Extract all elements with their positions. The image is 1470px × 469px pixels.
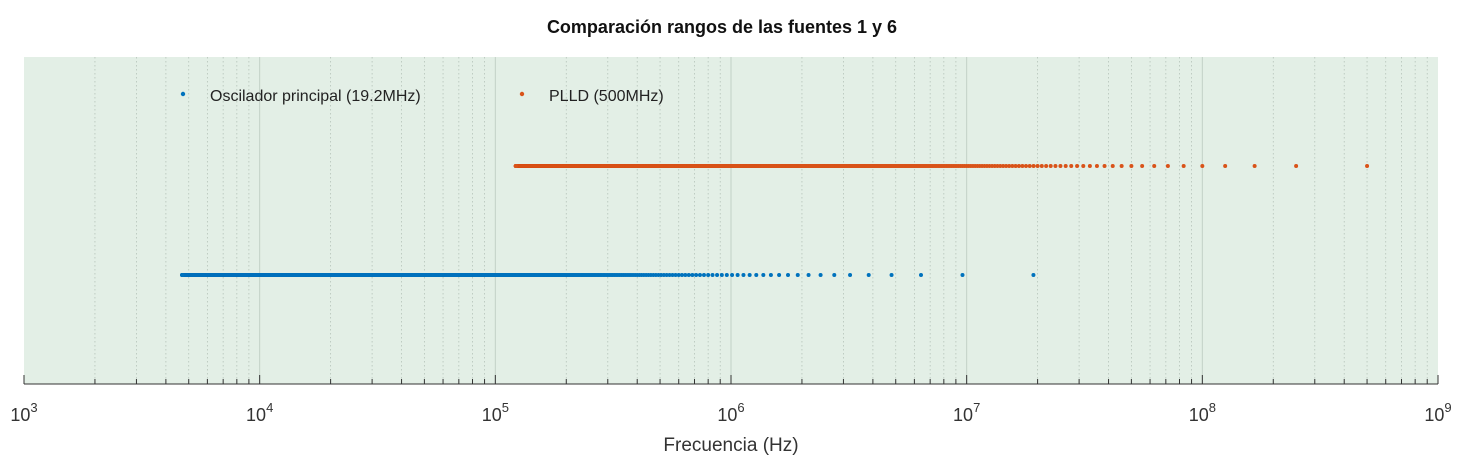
data-point-series-1 xyxy=(795,273,800,277)
data-point-series-2 xyxy=(1200,164,1205,168)
data-point-series-1 xyxy=(786,273,791,277)
data-point-series-2 xyxy=(1102,164,1107,168)
data-point-series-1 xyxy=(664,273,669,277)
data-point-series-2 xyxy=(1048,164,1053,168)
data-point-series-1 xyxy=(686,273,691,277)
data-point-series-2 xyxy=(1063,164,1068,168)
data-point-series-1 xyxy=(1031,273,1036,277)
data-point-series-1 xyxy=(818,273,823,277)
data-point-series-2 xyxy=(1152,164,1157,168)
data-point-series-1 xyxy=(667,273,672,277)
data-point-series-2 xyxy=(1075,164,1080,168)
data-point-series-2 xyxy=(1110,164,1115,168)
data-point-series-1 xyxy=(670,273,675,277)
data-point-series-1 xyxy=(690,273,695,277)
data-point-series-2 xyxy=(1027,164,1032,168)
data-point-series-2 xyxy=(1031,164,1036,168)
data-point-series-2 xyxy=(1129,164,1134,168)
data-point-series-1 xyxy=(761,273,766,277)
data-point-series-2 xyxy=(1039,164,1044,168)
data-point-series-1 xyxy=(673,273,678,277)
data-point-series-2 xyxy=(1294,164,1299,168)
data-point-series-1 xyxy=(180,273,185,277)
chart-title: Comparación rangos de las fuentes 1 y 6 xyxy=(547,17,897,37)
data-point-series-2 xyxy=(1020,164,1025,168)
data-point-series-2 xyxy=(1181,164,1186,168)
data-point-series-1 xyxy=(715,273,720,277)
data-point-series-1 xyxy=(730,273,735,277)
data-points xyxy=(180,164,1370,277)
data-point-series-1 xyxy=(889,273,894,277)
data-point-series-1 xyxy=(735,273,740,277)
data-point-series-1 xyxy=(710,273,715,277)
data-point-series-2 xyxy=(1044,164,1049,168)
data-point-series-1 xyxy=(848,273,853,277)
data-point-series-1 xyxy=(676,273,681,277)
data-point-series-1 xyxy=(866,273,871,277)
data-point-series-1 xyxy=(777,273,782,277)
data-point-series-2 xyxy=(1140,164,1145,168)
data-point-series-1 xyxy=(701,273,706,277)
data-point-series-2 xyxy=(1365,164,1370,168)
data-point-series-2 xyxy=(1081,164,1086,168)
data-point-series-1 xyxy=(806,273,811,277)
data-point-series-1 xyxy=(719,273,724,277)
data-point-series-1 xyxy=(679,273,684,277)
grid xyxy=(94,57,1428,384)
data-point-series-2 xyxy=(1053,164,1058,168)
data-point-series-2 xyxy=(1024,164,1029,168)
data-point-series-1 xyxy=(741,273,746,277)
data-point-series-2 xyxy=(1069,164,1074,168)
data-point-series-1 xyxy=(694,273,699,277)
data-point-series-1 xyxy=(960,273,965,277)
data-point-series-2 xyxy=(1165,164,1170,168)
data-point-series-1 xyxy=(724,273,729,277)
data-point-series-1 xyxy=(683,273,688,277)
data-point-series-2 xyxy=(1058,164,1063,168)
data-point-series-1 xyxy=(747,273,752,277)
data-point-series-1 xyxy=(832,273,837,277)
data-point-series-2 xyxy=(1035,164,1040,168)
data-point-series-2 xyxy=(1087,164,1092,168)
data-point-series-1 xyxy=(754,273,759,277)
data-point-series-2 xyxy=(1094,164,1099,168)
data-point-series-2 xyxy=(1119,164,1124,168)
data-point-series-2 xyxy=(1252,164,1257,168)
data-point-series-1 xyxy=(706,273,711,277)
data-point-series-1 xyxy=(768,273,773,277)
data-point-series-2 xyxy=(1223,164,1228,168)
data-point-series-1 xyxy=(697,273,702,277)
data-point-series-1 xyxy=(918,273,923,277)
